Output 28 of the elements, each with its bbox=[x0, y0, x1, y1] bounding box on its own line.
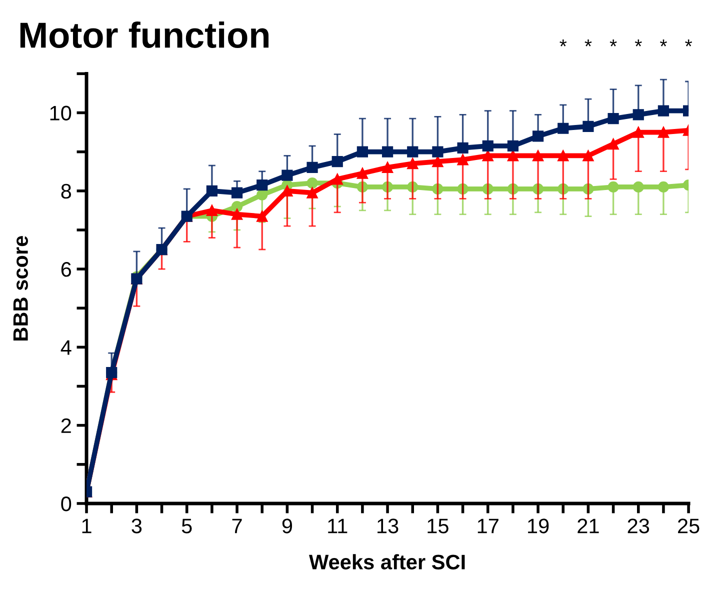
text: * bbox=[610, 40, 617, 46]
y-axis-title: BBB score bbox=[13, 236, 28, 340]
text: * bbox=[660, 40, 667, 46]
x-tick-label: 9 bbox=[282, 518, 292, 534]
text: * bbox=[584, 40, 592, 46]
x-tick-label: 13 bbox=[378, 518, 398, 534]
x-tick-label: 11 bbox=[328, 518, 348, 534]
y-tick-label: 8 bbox=[61, 184, 72, 199]
x-tick-label: 25 bbox=[678, 518, 700, 534]
text: * bbox=[634, 40, 642, 46]
text: * bbox=[685, 40, 692, 46]
x-tick-label: 7 bbox=[232, 518, 242, 534]
x-tick-label: 15 bbox=[428, 518, 448, 534]
x-tick-label: 21 bbox=[578, 518, 599, 534]
x-tick-label: 5 bbox=[182, 518, 192, 534]
y-tick-label: 2 bbox=[61, 418, 71, 433]
x-tick-label: 19 bbox=[528, 518, 549, 534]
x-axis-title: Weeks after SCI bbox=[309, 554, 465, 570]
text: * bbox=[560, 40, 567, 46]
chart-title: Motor function bbox=[20, 21, 268, 48]
y-tick-label: 6 bbox=[61, 262, 72, 277]
x-tick-label: 23 bbox=[628, 518, 650, 534]
x-tick-label: 1 bbox=[82, 518, 92, 534]
y-tick-label: 4 bbox=[60, 340, 72, 355]
x-tick-label: 3 bbox=[132, 518, 142, 534]
y-tick-label: 0 bbox=[61, 496, 72, 512]
x-tick-label: 17 bbox=[478, 518, 498, 534]
y-tick-label: 10 bbox=[50, 106, 72, 121]
